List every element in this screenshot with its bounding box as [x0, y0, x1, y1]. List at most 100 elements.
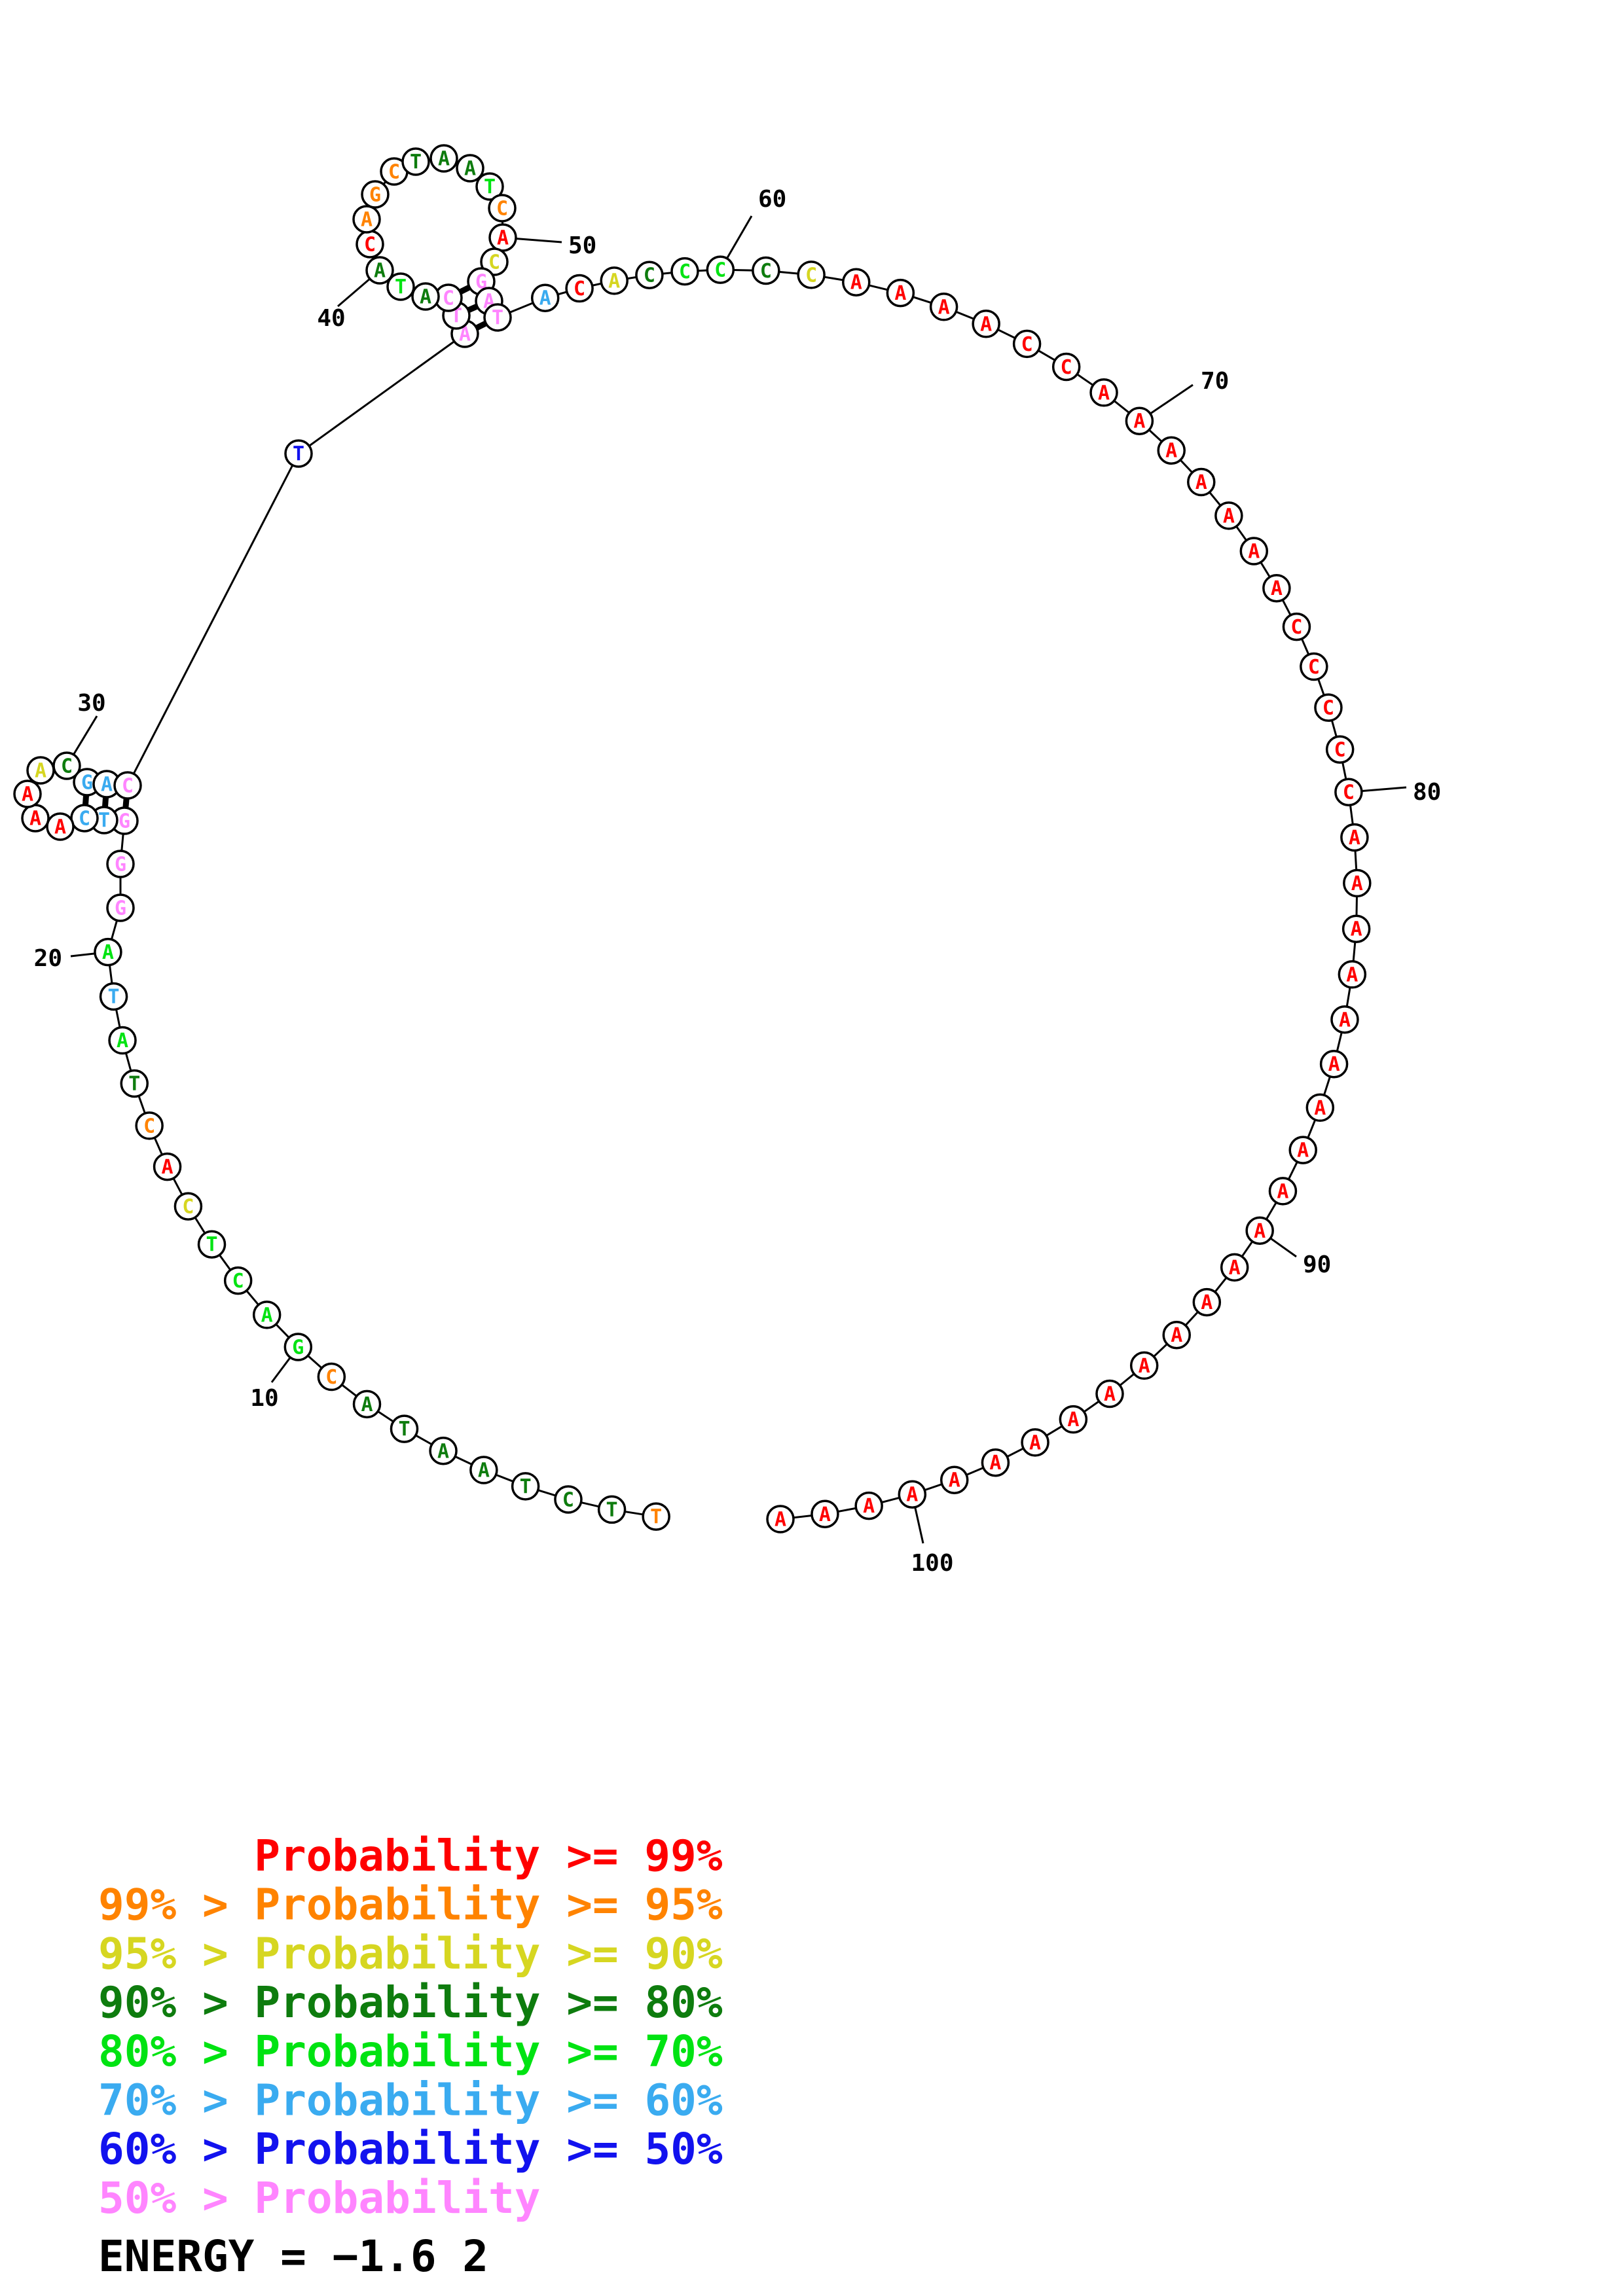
nucleotide-circle	[886, 278, 915, 308]
position-label: 70	[1201, 368, 1229, 395]
nucleotide-circle	[429, 1437, 458, 1465]
nucleotide-letter: A	[1201, 1291, 1213, 1314]
nucleotide-circle	[483, 303, 512, 332]
nucleotide-letter: C	[364, 234, 376, 257]
nucleotide-circle	[1340, 823, 1369, 852]
nucleotide-circle	[284, 439, 313, 468]
nucleotide-circle	[1343, 869, 1372, 898]
nucleotide-circle	[1305, 1093, 1335, 1122]
nucleotide-letter: A	[102, 941, 114, 964]
nucleotide-letter: A	[374, 260, 386, 283]
nucleotide-circle	[361, 180, 390, 209]
nucleotide-letter: C	[79, 808, 90, 831]
nucleotide-circle	[752, 256, 780, 285]
nucleotide-circle	[1288, 1136, 1317, 1164]
nucleotide-letter: A	[1339, 1009, 1351, 1031]
position-ticks	[65, 215, 1407, 1544]
nucleotide-circle	[1338, 960, 1367, 989]
nucleotide-letter: G	[115, 897, 126, 920]
position-label: 50	[568, 232, 596, 259]
nucleotide-letter: C	[1308, 656, 1320, 679]
nucleotide-letter: T	[293, 443, 304, 466]
nucleotide-circle	[1157, 436, 1186, 465]
nucleotide-letter: A	[420, 286, 431, 309]
nucleotide-letter: C	[232, 1270, 244, 1293]
nucleotide-letter: C	[496, 198, 508, 221]
base-pair-lines	[81, 278, 500, 821]
nucleotide-circle	[854, 1491, 883, 1520]
nucleotide-circle	[386, 272, 415, 301]
nucleotide-circle	[352, 205, 381, 234]
nucleotide-letter: A	[1351, 872, 1363, 895]
nucleotide-letter: C	[488, 251, 500, 274]
nucleotide-letter: C	[644, 264, 655, 287]
nucleotide-letter: C	[182, 1196, 194, 1219]
nucleotide-letter: A	[1098, 382, 1110, 404]
nucleotide-circle	[401, 147, 430, 176]
position-label: 40	[317, 305, 345, 332]
nucleotide-circle	[1319, 1049, 1349, 1079]
nucleotide-letter: C	[679, 260, 691, 283]
position-label: 20	[34, 945, 62, 972]
nucleotide-circle	[1220, 1253, 1249, 1282]
nucleotide-letter: C	[714, 259, 726, 282]
nucleotide-circle	[223, 1266, 253, 1295]
nucleotide-circle	[1059, 1405, 1088, 1434]
position-label: 80	[1413, 779, 1441, 806]
nucleotide-letter: T	[128, 1073, 140, 1096]
nucleotide-circle	[197, 1230, 227, 1259]
nucleotide-letter: A	[938, 296, 950, 319]
nucleotide-circle	[898, 1480, 927, 1509]
nucleotide-circle	[939, 1465, 969, 1494]
nucleotide-letter: G	[119, 810, 130, 833]
nucleotide-circle	[1187, 467, 1216, 497]
nucleotide-circle	[99, 982, 128, 1011]
backbone-segment	[126, 453, 300, 786]
nucleotide-letter: A	[1297, 1139, 1309, 1162]
nucleotide-circle	[113, 771, 142, 800]
nucleotide-circle	[1214, 501, 1243, 530]
nucleotide-letter: A	[1133, 410, 1145, 433]
nucleotide-letter: A	[464, 158, 476, 181]
nucleotide-circle	[283, 1333, 313, 1361]
nucleotide-circle	[670, 257, 699, 286]
nucleotide-letter: A	[1104, 1383, 1116, 1406]
nucleotide-letter: A	[478, 1460, 490, 1482]
nucleotide-letter: A	[949, 1469, 960, 1492]
nucleotide-letter: A	[437, 1440, 449, 1463]
nucleotide-letter: T	[520, 1475, 532, 1498]
position-label: 60	[758, 186, 786, 213]
nucleotide-circle	[1012, 329, 1042, 359]
nucleotide-letter: A	[850, 272, 862, 295]
nucleotide-letter: A	[497, 227, 509, 250]
nucleotide-circle	[252, 1300, 282, 1329]
nucleotide-letter: T	[606, 1499, 618, 1522]
nucleotide-letter: A	[980, 313, 992, 336]
nucleotide-circle	[597, 1495, 627, 1524]
nucleotide-circle	[390, 1414, 419, 1443]
nucleotide-letter: A	[1229, 1257, 1241, 1280]
nucleotide-letter: T	[108, 986, 120, 1009]
nucleotide-letter: C	[760, 260, 772, 283]
nucleotide-circle	[1162, 1320, 1191, 1350]
nucleotide-circle	[173, 1192, 203, 1221]
nucleotide-letter: C	[1290, 616, 1302, 639]
nucleotide-circle	[1051, 352, 1081, 382]
nucleotide-circle	[1021, 1428, 1049, 1457]
nucleotide-circle	[929, 293, 958, 321]
nucleotide-letter: A	[1271, 577, 1283, 600]
nucleotide-circle	[565, 274, 594, 303]
nucleotide-letter: A	[1171, 1324, 1182, 1347]
nucleotide-letter: C	[443, 287, 454, 310]
nucleotide-letter: A	[1346, 963, 1358, 986]
nucleotide-circle	[1330, 1005, 1359, 1034]
nucleotide-letter: A	[1067, 1408, 1079, 1431]
position-label: 10	[250, 1385, 278, 1412]
nucleotide-circle	[106, 850, 135, 878]
nucleotide-letter: C	[1343, 781, 1355, 804]
nucleotide-circle	[635, 260, 664, 289]
nucleotide-letter: T	[398, 1418, 410, 1441]
nucleotide-circle	[600, 266, 629, 295]
nucleotide-letter: A	[1029, 1431, 1041, 1454]
